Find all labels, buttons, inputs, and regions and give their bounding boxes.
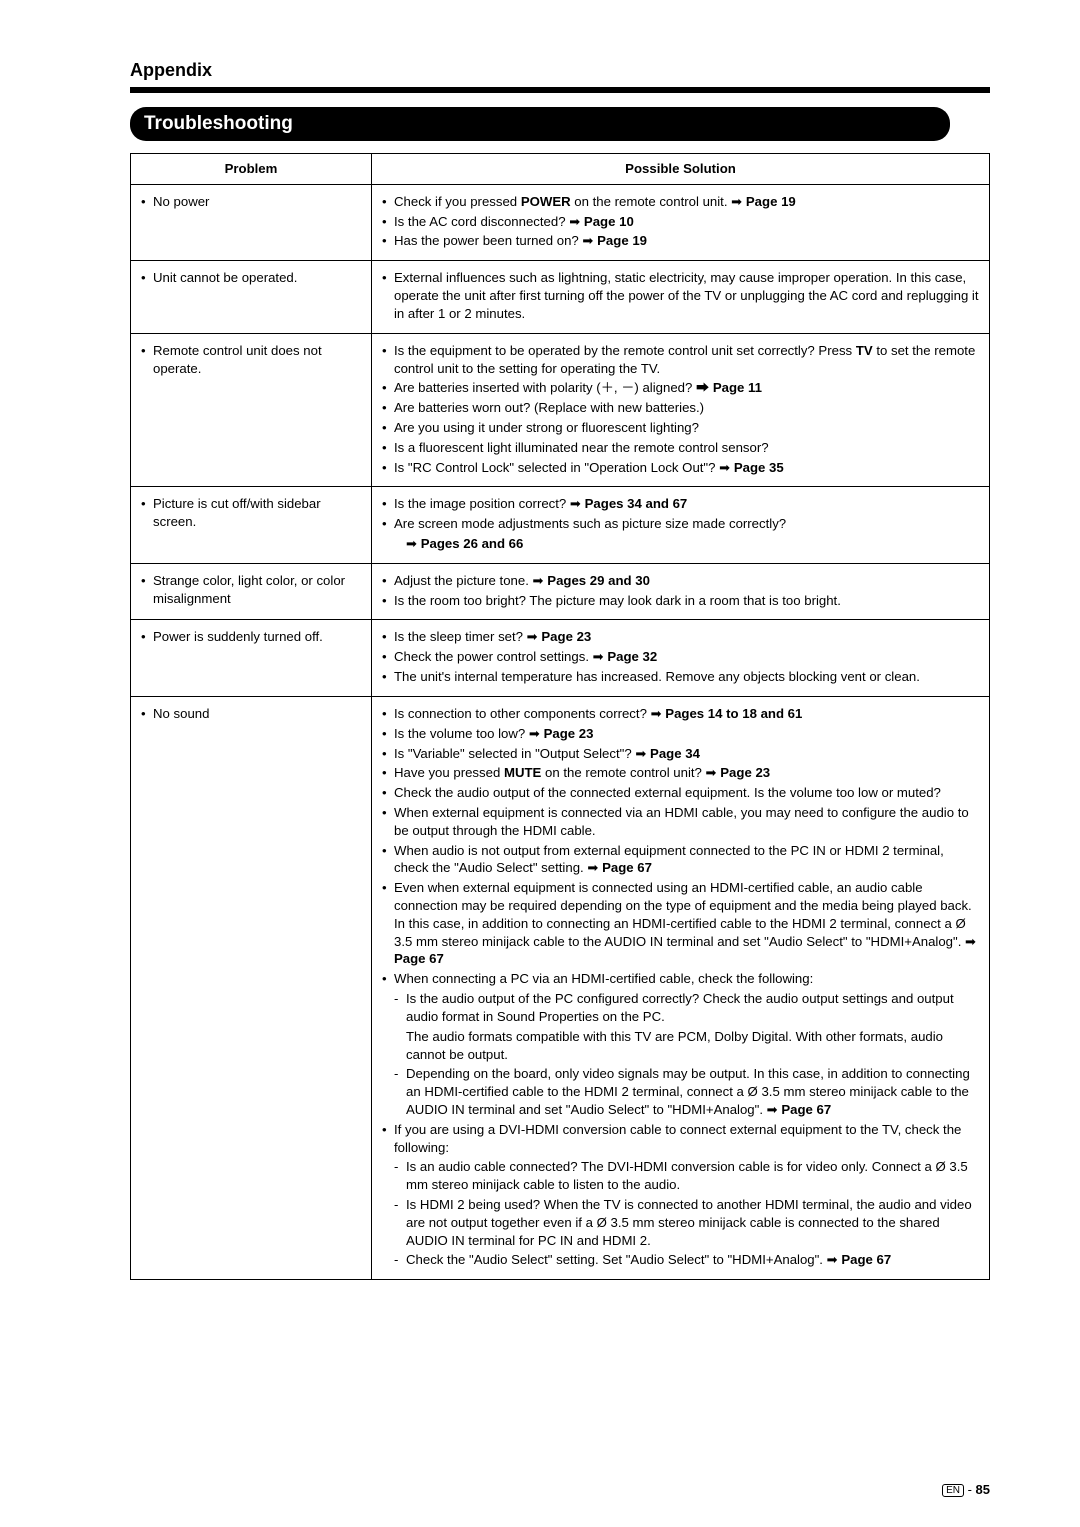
- col-header-problem: Problem: [131, 154, 372, 185]
- solution-item: Is the sleep timer set? ➡ Page 23: [382, 628, 979, 646]
- solution-item: Check the audio output of the connected …: [382, 784, 979, 802]
- table-body: No power Check if you pressed POWER on th…: [131, 184, 990, 1279]
- troubleshooting-pill: Troubleshooting: [130, 107, 950, 141]
- solution-item: Is the equipment to be operated by the r…: [382, 342, 979, 378]
- problem-cell: No power: [131, 184, 372, 260]
- solution-item: Is the room too bright? The picture may …: [382, 592, 979, 610]
- page-footer: EN - 85: [942, 1482, 990, 1497]
- table-row: Remote control unit does not operate. Is …: [131, 333, 990, 487]
- problem-text: Power is suddenly turned off.: [141, 628, 361, 646]
- solution-item: When connecting a PC via an HDMI-certifi…: [382, 970, 979, 1119]
- problem-cell: Strange color, light color, or color mis…: [131, 563, 372, 620]
- solution-item: Has the power been turned on? ➡ Page 19: [382, 232, 979, 250]
- problem-text: No sound: [141, 705, 361, 723]
- solution-item: Check if you pressed POWER on the remote…: [382, 193, 979, 211]
- footer-sep: -: [964, 1482, 976, 1497]
- solution-cell: Is the equipment to be operated by the r…: [372, 333, 990, 487]
- solution-item: Is connection to other components correc…: [382, 705, 979, 723]
- solution-subitem: Is HDMI 2 being used? When the TV is con…: [394, 1196, 979, 1249]
- solution-item: Adjust the picture tone. ➡ Pages 29 and …: [382, 572, 979, 590]
- problem-cell: Power is suddenly turned off.: [131, 620, 372, 696]
- solution-subitem: Is the audio output of the PC configured…: [394, 990, 979, 1026]
- solution-cell: Is the image position correct? ➡ Pages 3…: [372, 487, 990, 563]
- document-page: Appendix Troubleshooting Problem Possibl…: [0, 0, 1080, 1527]
- solution-cell: Adjust the picture tone. ➡ Pages 29 and …: [372, 563, 990, 620]
- solution-item: Is "Variable" selected in "Output Select…: [382, 745, 979, 763]
- solution-item: Is the volume too low? ➡ Page 23: [382, 725, 979, 743]
- solution-cell: Is connection to other components correc…: [372, 696, 990, 1279]
- problem-text: Unit cannot be operated.: [141, 269, 361, 287]
- troubleshooting-table: Problem Possible Solution No power Check …: [130, 153, 990, 1280]
- col-header-solution: Possible Solution: [372, 154, 990, 185]
- problem-cell: Unit cannot be operated.: [131, 261, 372, 333]
- solution-item: Are you using it under strong or fluores…: [382, 419, 979, 437]
- solution-item: Have you pressed MUTE on the remote cont…: [382, 764, 979, 782]
- table-header-row: Problem Possible Solution: [131, 154, 990, 185]
- solution-item: Are batteries worn out? (Replace with ne…: [382, 399, 979, 417]
- table-row: Power is suddenly turned off. Is the slee…: [131, 620, 990, 696]
- solution-subitem: The audio formats compatible with this T…: [394, 1028, 979, 1064]
- solution-item: External influences such as lightning, s…: [382, 269, 979, 322]
- solution-item: Even when external equipment is connecte…: [382, 879, 979, 968]
- problem-cell: Remote control unit does not operate.: [131, 333, 372, 487]
- problem-text: Remote control unit does not operate.: [141, 342, 361, 378]
- table-row: No power Check if you pressed POWER on th…: [131, 184, 990, 260]
- solution-item: The unit's internal temperature has incr…: [382, 668, 979, 686]
- problem-cell: No sound: [131, 696, 372, 1279]
- appendix-heading: Appendix: [130, 60, 990, 81]
- solution-subitem: ➡ Pages 26 and 66: [394, 535, 979, 553]
- table-row: Picture is cut off/with sidebar screen. I…: [131, 487, 990, 563]
- solution-item: When external equipment is connected via…: [382, 804, 979, 840]
- solution-item: Are screen mode adjustments such as pict…: [382, 515, 979, 553]
- solution-item: Check the power control settings. ➡ Page…: [382, 648, 979, 666]
- heading-rule: [130, 87, 990, 93]
- problem-cell: Picture is cut off/with sidebar screen.: [131, 487, 372, 563]
- solution-item: If you are using a DVI-HDMI conversion c…: [382, 1121, 979, 1270]
- solution-item: Are batteries inserted with polarity (＋,…: [382, 379, 979, 397]
- solution-cell: Is the sleep timer set? ➡ Page 23 Check t…: [372, 620, 990, 696]
- solution-item: Is "RC Control Lock" selected in "Operat…: [382, 459, 979, 477]
- table-row: Strange color, light color, or color mis…: [131, 563, 990, 620]
- problem-text: No power: [141, 193, 361, 211]
- solution-item: Is a fluorescent light illuminated near …: [382, 439, 979, 457]
- solution-item: When audio is not output from external e…: [382, 842, 979, 878]
- solution-item: Is the AC cord disconnected? ➡ Page 10: [382, 213, 979, 231]
- problem-text: Picture is cut off/with sidebar screen.: [141, 495, 361, 531]
- solution-cell: External influences such as lightning, s…: [372, 261, 990, 333]
- footer-lang: EN: [942, 1484, 964, 1497]
- solution-subitem: Check the "Audio Select" setting. Set "A…: [394, 1251, 979, 1269]
- problem-text: Strange color, light color, or color mis…: [141, 572, 361, 608]
- table-row: Unit cannot be operated. External influen…: [131, 261, 990, 333]
- footer-page: 85: [976, 1482, 990, 1497]
- solution-subitem: Is an audio cable connected? The DVI-HDM…: [394, 1158, 979, 1194]
- table-row: No sound Is connection to other component…: [131, 696, 990, 1279]
- solution-subitem: Depending on the board, only video signa…: [394, 1065, 979, 1118]
- solution-cell: Check if you pressed POWER on the remote…: [372, 184, 990, 260]
- solution-item: Is the image position correct? ➡ Pages 3…: [382, 495, 979, 513]
